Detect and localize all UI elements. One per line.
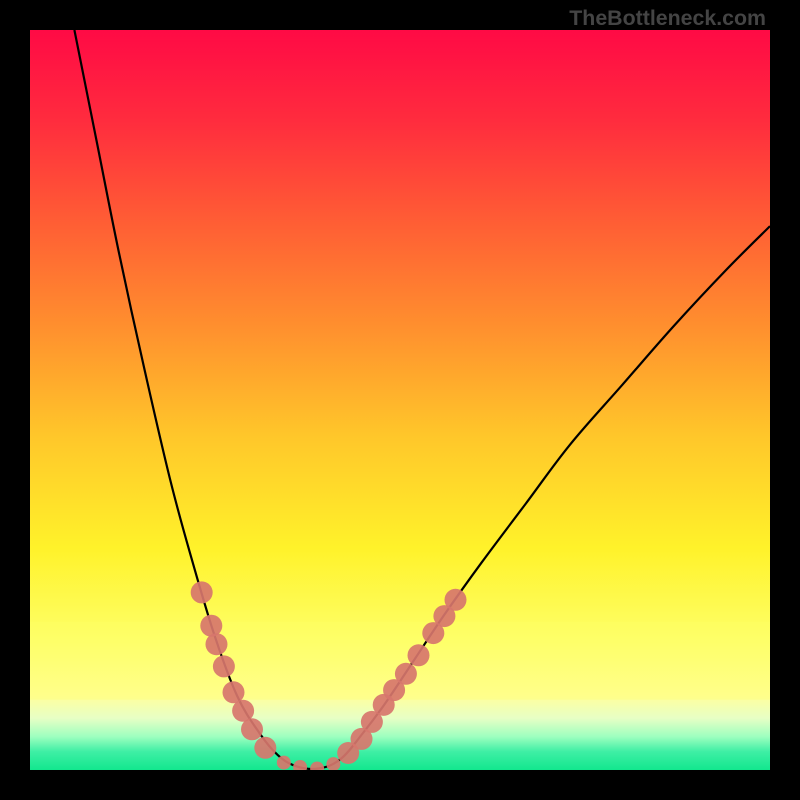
watermark-text: TheBottleneck.com bbox=[569, 6, 766, 31]
curve-marker bbox=[241, 718, 263, 740]
curve-marker bbox=[213, 655, 235, 677]
bottleneck-chart-svg bbox=[30, 30, 770, 770]
curve-marker bbox=[277, 756, 291, 770]
curve-marker bbox=[395, 663, 417, 685]
curve-marker bbox=[200, 615, 222, 637]
chart-frame: TheBottleneck.com bbox=[0, 0, 800, 800]
curve-marker bbox=[191, 581, 213, 603]
curve-marker bbox=[254, 737, 276, 759]
curve-marker bbox=[445, 589, 467, 611]
curve-marker bbox=[408, 644, 430, 666]
plot-area bbox=[30, 30, 770, 770]
curve-marker bbox=[205, 633, 227, 655]
